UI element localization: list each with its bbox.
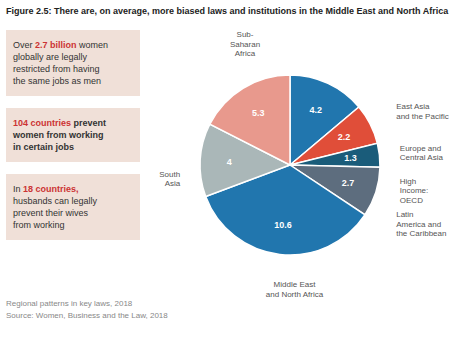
category-label: Sub-SaharanAfrica bbox=[230, 30, 260, 58]
chart: Figure 2.5: There are, on average, more … bbox=[0, 0, 474, 338]
category-label: LatinAmerica andthe Caribbean bbox=[396, 210, 446, 238]
annotation-line: in certain jobs bbox=[13, 142, 74, 152]
annotation-text: the same jobs as men bbox=[13, 76, 101, 86]
category-label: East Asiaand the Pacific bbox=[396, 102, 448, 121]
category-label: HighIncome:OECD bbox=[400, 177, 428, 205]
annotation-text: Over bbox=[13, 40, 35, 50]
data-label: 4.2 bbox=[309, 105, 322, 115]
annotation-line: women from working bbox=[12, 130, 104, 140]
title: Figure 2.5: There are, on average, more … bbox=[6, 6, 449, 16]
annotation-background bbox=[6, 174, 140, 240]
data-label: 2.2 bbox=[338, 132, 351, 142]
annotation-box: In 18 countries, husbands can legally prev… bbox=[6, 174, 140, 240]
annotation-text: women bbox=[77, 40, 109, 50]
annotation-text: restricted from having bbox=[13, 64, 100, 74]
annotation-line: In 18 countries, bbox=[13, 184, 79, 194]
annotation-text: 104 countries bbox=[13, 118, 71, 128]
pie-slice bbox=[290, 143, 380, 167]
note: Source: Women, Business and the Law, 201… bbox=[6, 311, 168, 320]
annotation-background bbox=[6, 30, 140, 96]
data-label: 4 bbox=[227, 157, 232, 167]
annotation-text: women from working bbox=[12, 130, 104, 140]
category-label: Europe andCentral Asia bbox=[400, 144, 444, 163]
data-label: 10.6 bbox=[274, 220, 292, 230]
annotation-line: husbands can legally bbox=[13, 196, 98, 206]
annotation-text: husbands can legally bbox=[13, 196, 98, 206]
annotation-line: 104 countries prevent bbox=[13, 118, 106, 128]
annotation-line: from working bbox=[13, 220, 65, 230]
note: Regional patterns in key laws, 2018 bbox=[6, 299, 133, 308]
data-label: 5.3 bbox=[252, 108, 265, 118]
data-label: 1.3 bbox=[344, 153, 357, 163]
annotation-text: prevent their wives bbox=[13, 208, 89, 218]
annotation-background bbox=[6, 108, 140, 162]
category-label: Middle Eastand North Africa bbox=[266, 280, 324, 299]
annotation-box: 104 countries prevent women from working i… bbox=[6, 108, 140, 162]
annotation-text: from working bbox=[13, 220, 65, 230]
annotation-text: 2.7 billion bbox=[35, 40, 77, 50]
annotation-line: the same jobs as men bbox=[13, 76, 101, 86]
annotation-line: prevent their wives bbox=[13, 208, 89, 218]
category-label: SouthAsia bbox=[159, 170, 180, 189]
annotation-line: restricted from having bbox=[13, 64, 100, 74]
annotation-text: prevent bbox=[71, 118, 106, 128]
annotation-text: 18 countries, bbox=[23, 184, 79, 194]
annotation-text: globally are legally bbox=[13, 52, 88, 62]
annotation-text: In bbox=[13, 184, 23, 194]
pie: 4.2 2.2 1.3 2.7 10.6 4 5.3 bbox=[200, 75, 380, 255]
annotation-text: in certain jobs bbox=[13, 142, 74, 152]
annotation-line: Over 2.7 billion women bbox=[13, 40, 108, 50]
annotation-line: globally are legally bbox=[13, 52, 88, 62]
annotation-box: Over 2.7 billion women globally are legal… bbox=[6, 30, 140, 96]
pie-slice bbox=[210, 75, 290, 165]
data-label: 2.7 bbox=[342, 178, 355, 188]
